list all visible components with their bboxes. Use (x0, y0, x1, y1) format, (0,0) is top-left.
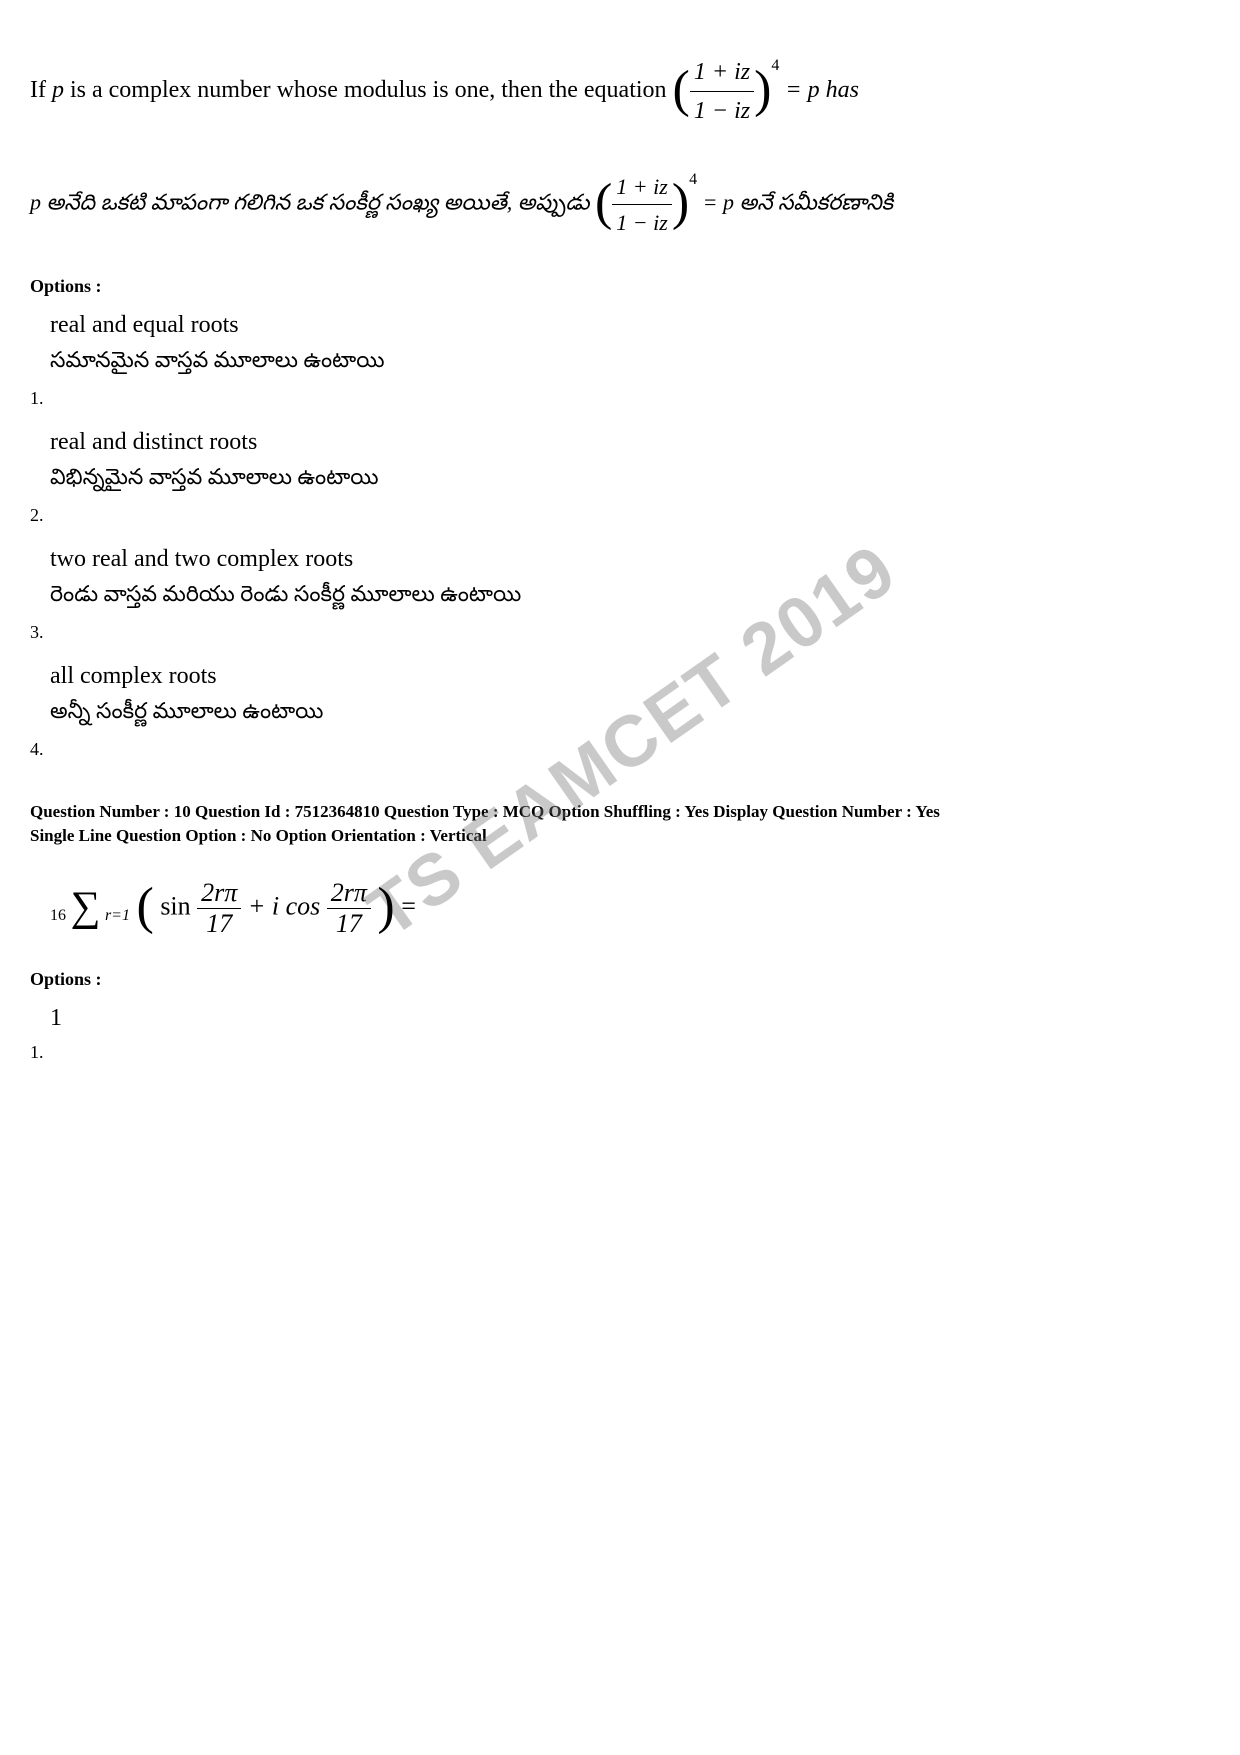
q1-fraction: 1 + iz1 − iz (690, 53, 754, 131)
option-1-num: 1. (30, 388, 1210, 409)
option-1-en: real and equal roots (50, 312, 1210, 339)
q2-frac1-den: 17 (197, 909, 241, 939)
option-3: two real and two complex roots రెండు వాస… (50, 546, 1210, 612)
option-3-num: 3. (30, 622, 1210, 643)
q1-en-prefix: If (30, 77, 52, 103)
option-2-te: విభిన్నమైన వాస్తవ మూలాలు ఉంటాయి (50, 464, 1210, 495)
sum-lower: r=1 (105, 907, 130, 924)
q2-frac1: 2rπ17 (197, 878, 241, 939)
meta-line2: Single Line Question Option : No Option … (30, 824, 1210, 848)
left-paren-icon: ( (673, 48, 690, 131)
options-label-2: Options : (30, 969, 1210, 990)
q2-tail: = (401, 891, 416, 920)
sigma-icon: ∑ (71, 884, 101, 930)
q2-sin: sin (160, 891, 190, 920)
q1-fraction-te: 1 + iz1 − iz (612, 169, 672, 240)
option-4-en: all complex roots (50, 663, 1210, 690)
q1-exponent-te: 4 (689, 171, 697, 188)
q1-en-mid: is a complex number whose modulus is one… (64, 77, 673, 103)
right-paren-icon: ) (377, 877, 394, 936)
question1-english: If p is a complex number whose modulus i… (30, 50, 1210, 133)
q1-en-tail: = p has (785, 77, 859, 103)
q1-frac-den-te: 1 − iz (612, 205, 672, 240)
options-label: Options : (30, 276, 1210, 297)
left-paren-icon: ( (136, 877, 153, 936)
option-2: real and distinct roots విభిన్నమైన వాస్త… (50, 429, 1210, 495)
q1-frac-den: 1 − iz (690, 92, 754, 130)
option-4-te: అన్నీ సంకీర్ణ మూలాలు ఉంటాయి (50, 698, 1210, 729)
question1-telugu: p అనేది ఒకటి మాపంగా గలిగిన ఒక సంకీర్ణ సం… (30, 163, 1210, 246)
right-paren-icon: ) (672, 161, 689, 244)
question2-expression: 16 ∑ r=1 ( sin 2rπ17 + i cos 2rπ17 ) = (50, 878, 1210, 939)
right-paren-icon: ) (754, 48, 771, 131)
q2-option-1: 1 (50, 1005, 1210, 1032)
option-2-en: real and distinct roots (50, 429, 1210, 456)
q2-frac1-num: 2rπ (197, 878, 241, 909)
q1-exponent: 4 (771, 57, 779, 74)
q2-frac2: 2rπ17 (327, 878, 371, 939)
summation-icon: 16 ∑ r=1 (50, 891, 130, 925)
option-3-en: two real and two complex roots (50, 546, 1210, 573)
q2-option-1-num: 1. (30, 1042, 1210, 1063)
q1-frac-num: 1 + iz (690, 53, 754, 92)
option-4: all complex roots అన్నీ సంకీర్ణ మూలాలు ఉ… (50, 663, 1210, 729)
q1-te-tail: = p అనే సమీకరణానికి (703, 190, 894, 215)
q2-frac2-num: 2rπ (327, 878, 371, 909)
option-4-num: 4. (30, 739, 1210, 760)
left-paren-icon: ( (595, 161, 612, 244)
q2-frac2-den: 17 (327, 909, 371, 939)
q1-te-prefix: p అనేది ఒకటి మాపంగా గలిగిన ఒక సంకీర్ణ సం… (30, 190, 595, 215)
sum-upper: 16 (50, 907, 66, 924)
option-1: real and equal roots సమానమైన వాస్తవ మూలా… (50, 312, 1210, 378)
option-3-te: రెండు వాస్తవ మరియు రెండు సంకీర్ణ మూలాలు … (50, 581, 1210, 612)
question-meta: Question Number : 10 Question Id : 75123… (30, 800, 1210, 848)
q2-option-1-value: 1 (50, 1005, 1210, 1032)
meta-line1: Question Number : 10 Question Id : 75123… (30, 800, 1210, 824)
option-2-num: 2. (30, 505, 1210, 526)
q2-plus-icos: + i cos (248, 891, 320, 920)
option-1-te: సమానమైన వాస్తవ మూలాలు ఉంటాయి (50, 347, 1210, 378)
q1-en-var: p (52, 77, 64, 103)
q1-frac-num-te: 1 + iz (612, 169, 672, 205)
